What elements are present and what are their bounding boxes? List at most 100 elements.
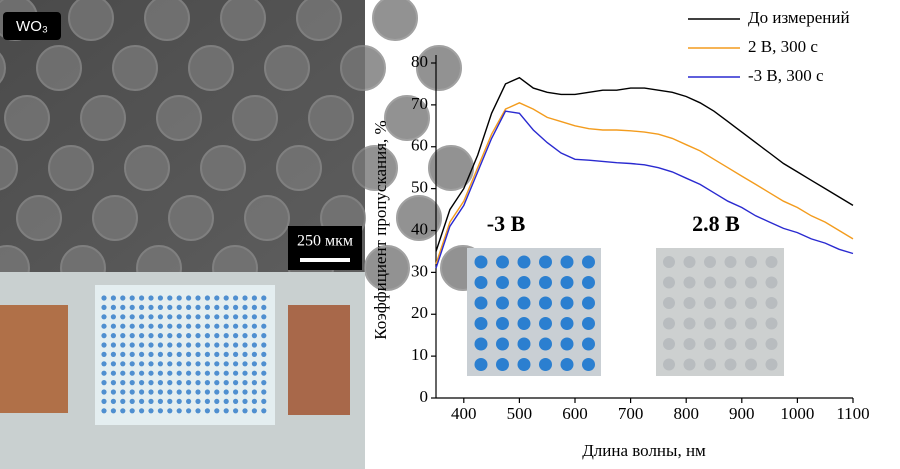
photo-dot bbox=[214, 351, 220, 357]
photo-dot bbox=[223, 398, 229, 404]
inset-dot bbox=[560, 358, 574, 371]
inset-dot bbox=[517, 276, 531, 289]
photo-dot bbox=[242, 333, 248, 339]
photo-dot bbox=[242, 398, 248, 404]
photo-dot bbox=[195, 361, 201, 367]
photo-dot bbox=[251, 370, 257, 376]
photo-dot bbox=[261, 370, 267, 376]
inset-dot bbox=[582, 337, 595, 351]
inset-dot bbox=[560, 296, 574, 310]
photo-dot bbox=[176, 333, 182, 339]
inset-dot bbox=[496, 358, 509, 371]
inset-dot bbox=[765, 338, 778, 350]
inset-dot bbox=[704, 276, 716, 289]
photo-dot bbox=[261, 361, 267, 367]
photo-dot bbox=[148, 323, 154, 329]
inset-dot bbox=[765, 276, 778, 289]
photo-dot bbox=[157, 333, 163, 339]
inset-dot bbox=[517, 358, 531, 371]
photo-dot bbox=[176, 408, 182, 414]
photo-dot bbox=[129, 314, 135, 320]
inset-dot bbox=[474, 358, 488, 371]
photo-dot bbox=[186, 295, 192, 301]
photo-dot bbox=[251, 398, 257, 404]
inset-dot bbox=[745, 297, 757, 309]
photo-dot bbox=[223, 333, 229, 339]
sem-dot bbox=[92, 195, 138, 241]
photo-dot bbox=[233, 389, 239, 395]
photo-dot bbox=[148, 304, 154, 310]
photo-dot bbox=[233, 333, 239, 339]
photo-dot bbox=[204, 380, 210, 386]
photo-dot bbox=[139, 370, 145, 376]
y-axis-label: Коэффициент пропускания, % bbox=[371, 120, 390, 339]
photo-dot bbox=[242, 361, 248, 367]
inset bbox=[656, 248, 784, 376]
photo-dot bbox=[101, 389, 107, 395]
inset-dots bbox=[474, 255, 778, 371]
inset-label: -3 В bbox=[487, 211, 526, 236]
inset-dot bbox=[582, 276, 595, 289]
inset-dot bbox=[663, 256, 675, 268]
x-tick-label: 800 bbox=[673, 404, 699, 423]
sem-dot bbox=[68, 0, 114, 41]
photo-dot bbox=[214, 342, 220, 348]
copper-strip bbox=[0, 305, 68, 413]
inset-dot bbox=[724, 297, 737, 309]
photo-dot bbox=[157, 408, 163, 414]
inset-dot bbox=[539, 317, 552, 330]
x-tick-label: 500 bbox=[507, 404, 533, 423]
photo-dot bbox=[214, 304, 220, 310]
inset-dot bbox=[724, 317, 737, 330]
photo-dot bbox=[186, 370, 192, 376]
inset-dot bbox=[704, 358, 716, 371]
photo-dot bbox=[242, 408, 248, 414]
photo-dot bbox=[139, 295, 145, 301]
photo-dot bbox=[186, 333, 192, 339]
photo-dot bbox=[176, 323, 182, 329]
photo-dot bbox=[204, 304, 210, 310]
photo-dot bbox=[167, 314, 173, 320]
photo-dot bbox=[148, 342, 154, 348]
photo-dot bbox=[148, 333, 154, 339]
photo-dot bbox=[233, 408, 239, 414]
photo-dot bbox=[251, 295, 257, 301]
inset-dot bbox=[745, 256, 757, 268]
photo-dot bbox=[223, 323, 229, 329]
sem-dot bbox=[340, 45, 386, 91]
photo-dot bbox=[176, 314, 182, 320]
sem-dot bbox=[4, 95, 50, 141]
x-tick-label: 400 bbox=[451, 404, 477, 423]
photo-dot bbox=[195, 408, 201, 414]
inset-dot bbox=[496, 337, 509, 351]
photo-dot bbox=[101, 370, 107, 376]
photo-dot bbox=[101, 304, 107, 310]
sem-dot bbox=[276, 145, 322, 191]
sem-dot bbox=[352, 145, 398, 191]
inset-dot bbox=[663, 317, 675, 330]
photo-dot bbox=[195, 389, 201, 395]
inset-dot bbox=[765, 358, 778, 371]
photo-dot bbox=[195, 351, 201, 357]
photo-dot bbox=[233, 342, 239, 348]
photo-dot bbox=[186, 304, 192, 310]
photo-dot bbox=[223, 408, 229, 414]
photo-dot bbox=[176, 361, 182, 367]
photo-dot bbox=[176, 295, 182, 301]
photo-dot bbox=[223, 370, 229, 376]
photo-dot bbox=[129, 333, 135, 339]
photo-dot bbox=[261, 408, 267, 414]
inset-dot bbox=[683, 338, 696, 350]
photo-dot bbox=[233, 380, 239, 386]
photo-dot bbox=[223, 342, 229, 348]
sem-dot bbox=[372, 0, 418, 41]
y-tick-label: 40 bbox=[411, 219, 428, 238]
inset-dot bbox=[517, 296, 531, 310]
sem-dot bbox=[112, 45, 158, 91]
inset-label: 2.8 В bbox=[692, 211, 740, 236]
photo-dot bbox=[139, 361, 145, 367]
photo-dot bbox=[148, 370, 154, 376]
inset-dot bbox=[724, 276, 737, 289]
sem-dot bbox=[264, 45, 310, 91]
photo-dot bbox=[120, 370, 126, 376]
